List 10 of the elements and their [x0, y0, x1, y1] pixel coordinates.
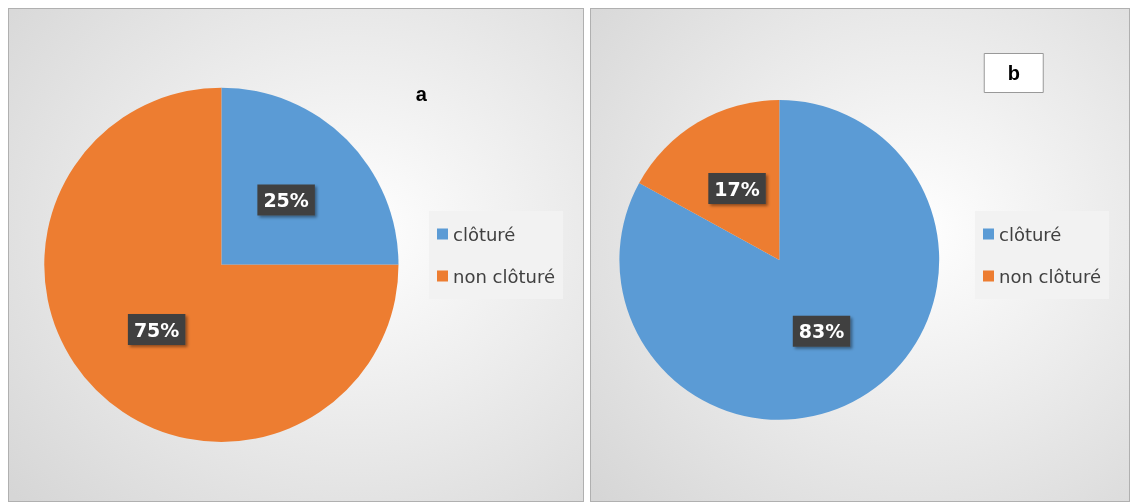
data-label: 25%	[263, 189, 309, 212]
legend-label: non clôturé	[998, 265, 1102, 287]
chart-title: a	[415, 83, 428, 105]
data-label: 17%	[714, 177, 760, 200]
data-label: 75%	[133, 318, 180, 341]
data-label: 83%	[798, 320, 845, 343]
chart-title: b	[1007, 62, 1020, 84]
legend-label: non clôturé	[452, 265, 556, 287]
legend-label: clôturé	[998, 223, 1062, 245]
legend-label: clôturé	[452, 223, 516, 245]
